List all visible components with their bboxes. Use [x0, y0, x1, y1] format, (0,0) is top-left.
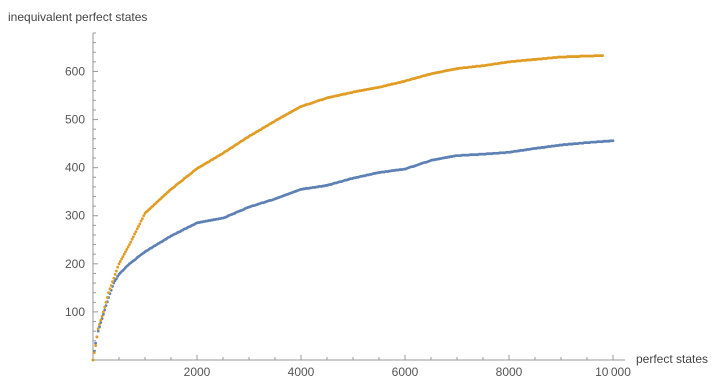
data-point [96, 329, 100, 333]
y-tick-label: 300 [65, 209, 85, 223]
data-point [117, 262, 121, 266]
y-tick-label: 200 [65, 257, 85, 271]
data-point [96, 327, 100, 331]
data-point [108, 287, 112, 291]
data-point [94, 341, 97, 345]
data-point [99, 318, 103, 322]
data-point [104, 300, 108, 304]
data-point [126, 245, 130, 249]
x-tick-label: 6000 [392, 365, 419, 376]
data-point [118, 260, 122, 263]
data-point [112, 276, 116, 280]
x-tick-label: 8000 [496, 365, 523, 376]
data-point [138, 222, 142, 226]
y-axis-title: inequivalent perfect states [8, 10, 147, 24]
x-tick-label: 4000 [288, 365, 315, 376]
x-tick-label: 10 000 [595, 365, 631, 376]
data-point [611, 139, 615, 143]
series-1 [91, 139, 615, 362]
data-point [107, 291, 110, 295]
y-tick-label: 500 [65, 113, 85, 127]
y-tick-label: 600 [65, 64, 85, 78]
data-point [127, 243, 131, 246]
data-point [141, 217, 144, 221]
data-point [139, 219, 143, 223]
data-point [115, 269, 118, 273]
data-point [131, 235, 135, 239]
x-axis-title: perfect states [636, 352, 708, 366]
data-point [109, 284, 113, 287]
data-point [133, 232, 137, 236]
data-point [135, 227, 139, 231]
data-point [120, 257, 123, 261]
data-point [115, 277, 118, 281]
data-point [601, 54, 604, 58]
y-tick-label: 400 [65, 161, 85, 175]
data-point [130, 237, 134, 241]
data-point [92, 351, 96, 355]
data-point [113, 273, 117, 276]
data-point [121, 255, 125, 259]
data-point [102, 310, 105, 314]
data-point [103, 305, 107, 309]
series-2 [91, 54, 604, 362]
data-point [111, 280, 114, 284]
x-tick-label: 2000 [184, 365, 211, 376]
data-point [100, 314, 104, 318]
data-point [95, 335, 99, 339]
data-point [122, 252, 126, 256]
data-point [94, 344, 97, 347]
y-tick-label: 100 [65, 305, 85, 319]
axis-ticks: 2000 4000 6000 8000 10 000 100 200 300 400 500 600 [65, 32, 631, 376]
data-point [124, 250, 127, 254]
data-point [142, 214, 146, 218]
data-point [137, 224, 140, 228]
data-point [134, 230, 138, 234]
data-point [98, 323, 101, 326]
data-point [116, 265, 120, 269]
data-point [129, 240, 133, 244]
series-layer [91, 54, 615, 362]
data-point [105, 296, 109, 299]
data-point [125, 247, 129, 251]
data-point [91, 358, 95, 362]
